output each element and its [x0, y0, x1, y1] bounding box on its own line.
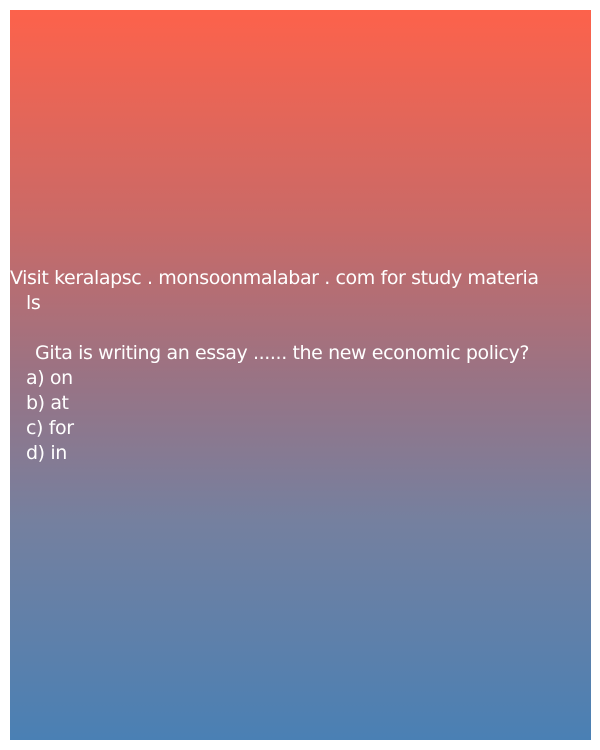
- option-a: a) on: [26, 367, 73, 389]
- promo-line-2: ls: [26, 292, 41, 314]
- question-text: Gita is writing an essay ...... the new …: [35, 342, 530, 364]
- option-b: b) at: [26, 392, 69, 414]
- option-c: c) for: [26, 417, 74, 439]
- card-text: Visit keralapsc . monsoonmalabar . com f…: [10, 266, 591, 466]
- spacer: [10, 316, 591, 341]
- option-d: d) in: [26, 442, 67, 464]
- question-card: Visit keralapsc . monsoonmalabar . com f…: [10, 10, 591, 740]
- promo-line-1: Visit keralapsc . monsoonmalabar . com f…: [10, 267, 539, 289]
